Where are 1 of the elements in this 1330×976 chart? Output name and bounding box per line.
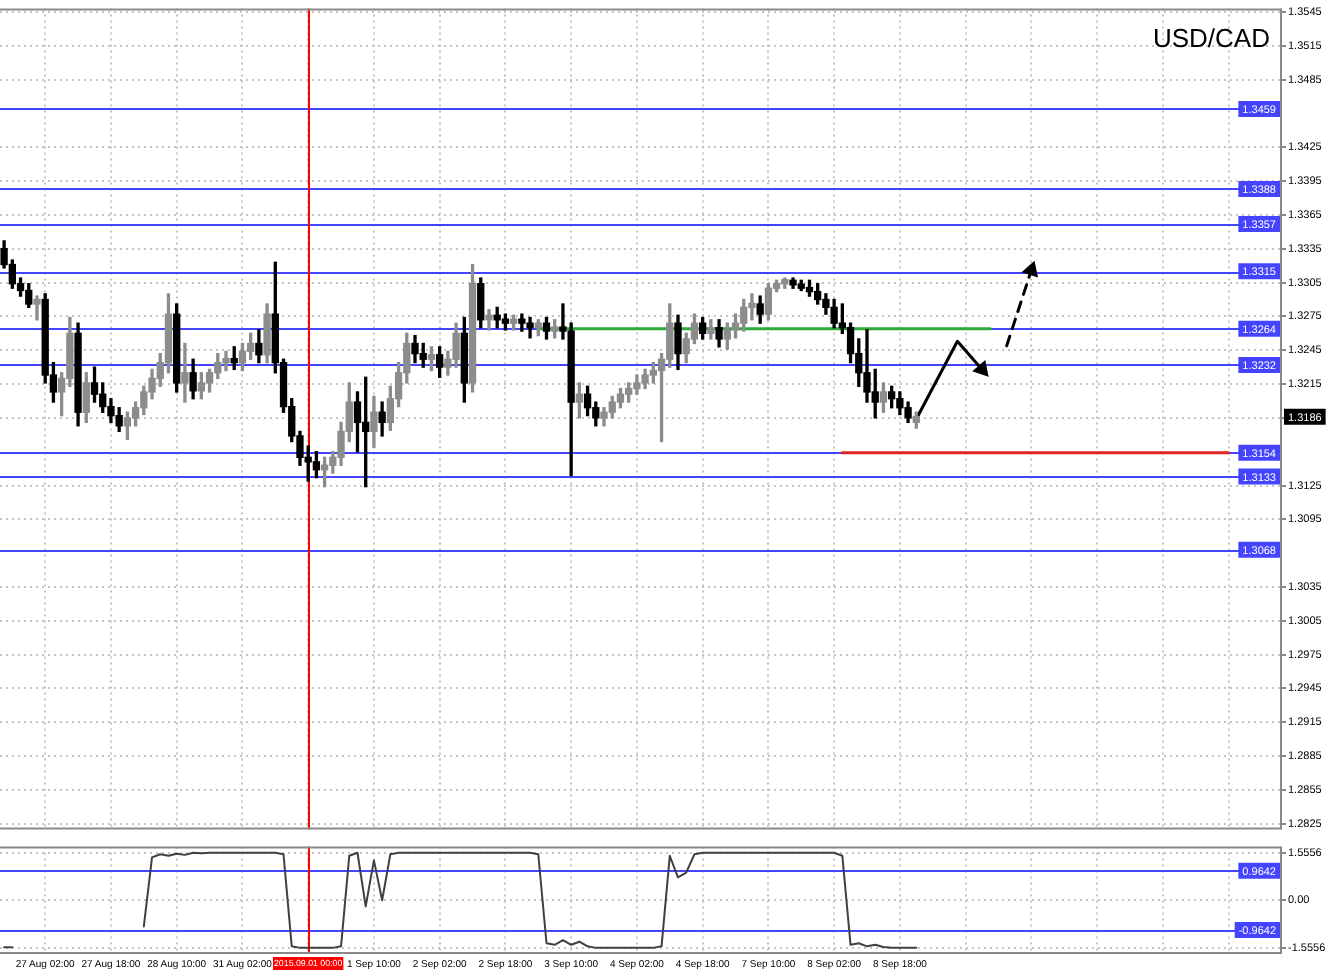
text: USD/CAD: [1152, 22, 1270, 53]
